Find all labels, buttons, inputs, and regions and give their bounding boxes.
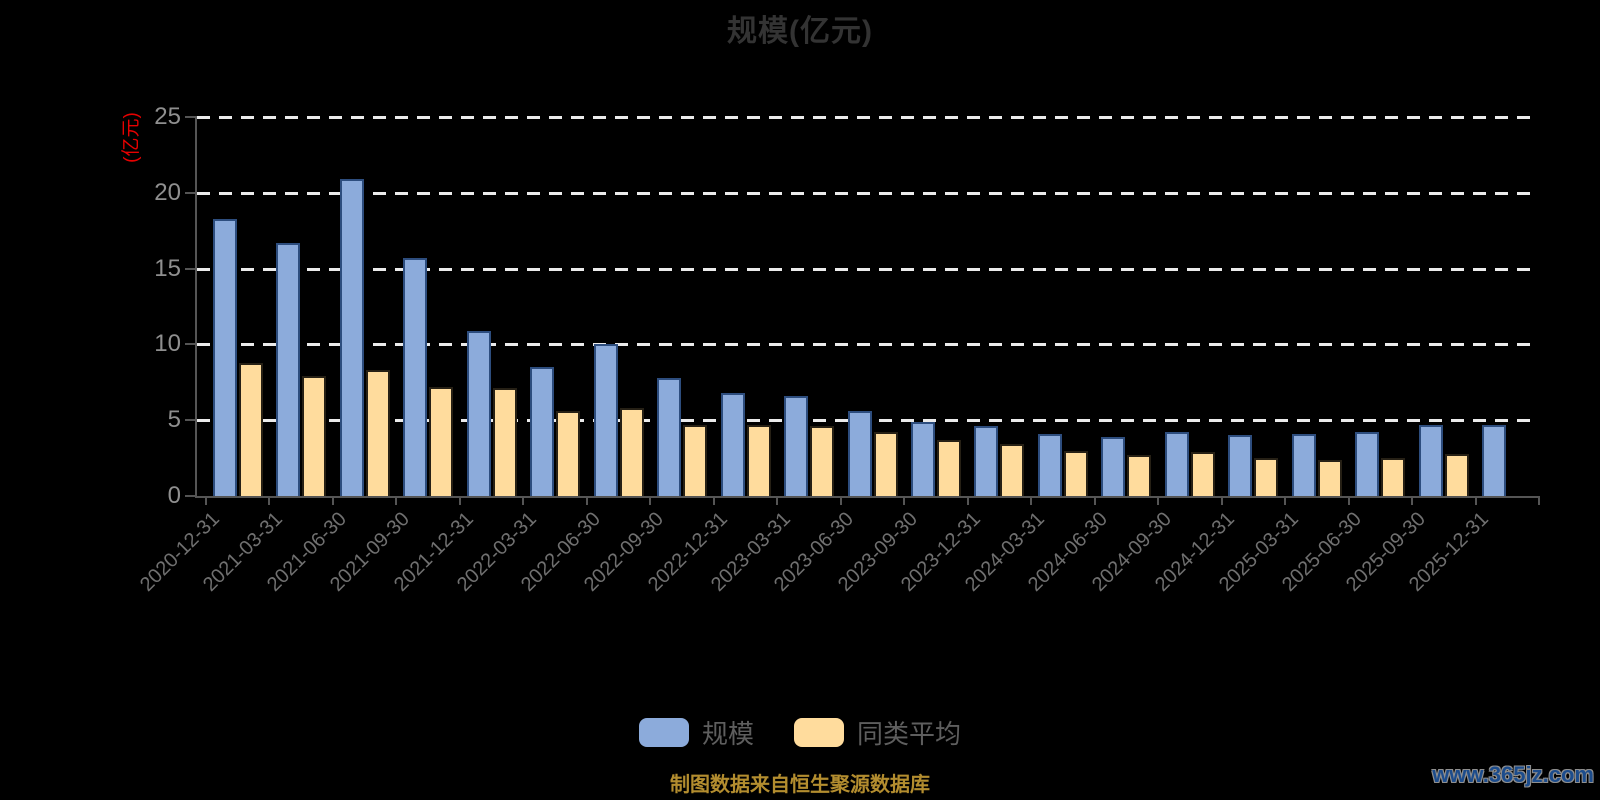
bar-peer-average[interactable]	[873, 432, 898, 496]
bar-scale[interactable]	[1418, 424, 1443, 496]
x-axis-tick	[1284, 496, 1287, 505]
bar-scale[interactable]	[1228, 435, 1253, 496]
bar-scale[interactable]	[593, 344, 618, 496]
legend: 规模 同类平均	[0, 714, 1600, 751]
bar-scale[interactable]	[466, 330, 491, 496]
bar-peer-average[interactable]	[1063, 450, 1088, 496]
x-axis-tick	[1157, 496, 1160, 505]
x-axis-tick	[1093, 496, 1096, 505]
bar-scale[interactable]	[339, 179, 364, 496]
x-axis-tick	[1347, 496, 1350, 505]
y-tick-label: 15	[154, 254, 181, 282]
data-source-note: 制图数据来自恒生聚源数据库	[670, 774, 930, 796]
legend-label: 规模	[701, 719, 754, 749]
x-axis-tick	[458, 496, 461, 505]
y-axis-tick	[185, 267, 197, 270]
x-axis-tick	[776, 496, 779, 505]
legend-label: 同类平均	[857, 719, 962, 749]
bar-scale[interactable]	[657, 377, 682, 496]
gridline	[197, 191, 1539, 195]
plot-area: 0 5 10 15 20 25 2020-12-31 2021-03-31 2021-06-30…	[136, 103, 1540, 596]
bar-peer-average[interactable]	[1444, 453, 1469, 496]
x-axis-tick	[268, 496, 271, 505]
y-tick-label: 25	[154, 103, 181, 130]
bar-scale[interactable]	[720, 392, 745, 496]
bar-peer-average[interactable]	[1254, 458, 1279, 496]
gridline	[197, 116, 1539, 119]
bar-peer-average[interactable]	[619, 408, 644, 496]
legend-item-peer-average[interactable]: 同类平均	[794, 714, 961, 751]
bar-scale[interactable]	[1037, 433, 1062, 496]
x-axis-tick	[649, 496, 652, 505]
bar-peer-average[interactable]	[556, 411, 581, 496]
bar-scale[interactable]	[974, 426, 999, 496]
bar-scale[interactable]	[403, 258, 428, 496]
y-axis-tick	[185, 495, 197, 497]
x-axis-tick	[839, 496, 842, 505]
x-axis-tick	[331, 496, 334, 505]
x-axis-tick	[1411, 496, 1414, 505]
bar-scale[interactable]	[1101, 436, 1126, 496]
x-axis-tick	[903, 496, 906, 505]
bar-scale[interactable]	[1291, 433, 1316, 496]
x-axis-tick	[1538, 496, 1540, 505]
bar-peer-average[interactable]	[365, 370, 390, 496]
y-axis-tick	[185, 116, 197, 118]
bar-peer-average[interactable]	[936, 439, 961, 496]
bar-peer-average[interactable]	[1127, 455, 1152, 496]
y-axis-tick	[185, 191, 197, 194]
watermark: www.365jz.com	[1432, 762, 1594, 787]
bar-scale[interactable]	[1355, 432, 1380, 496]
bar-scale[interactable]	[910, 421, 935, 496]
x-axis-tick	[966, 496, 969, 505]
bar-scale[interactable]	[1482, 424, 1507, 496]
x-axis-tick	[1030, 496, 1033, 505]
legend-swatch	[638, 718, 689, 747]
y-axis-tick	[185, 419, 197, 422]
bar-peer-average[interactable]	[683, 424, 708, 496]
x-axis-tick	[585, 496, 588, 505]
bar-peer-average[interactable]	[429, 386, 454, 496]
y-tick-label: 5	[167, 406, 181, 434]
x-axis-tick	[712, 496, 715, 505]
bar-scale[interactable]	[1164, 432, 1189, 496]
bar-scale[interactable]	[847, 411, 872, 496]
y-tick-label: 0	[167, 482, 181, 509]
bar-peer-average[interactable]	[238, 362, 263, 496]
legend-item-scale[interactable]: 规模	[638, 714, 754, 751]
y-tick-label: 10	[154, 330, 181, 358]
gridline	[197, 267, 1539, 271]
bar-peer-average[interactable]	[810, 426, 835, 496]
bar-peer-average[interactable]	[746, 424, 771, 496]
bar-peer-average[interactable]	[1190, 452, 1215, 496]
bar-scale[interactable]	[276, 242, 301, 496]
bar-scale[interactable]	[530, 367, 555, 496]
gridline	[197, 343, 1539, 347]
bar-scale[interactable]	[212, 218, 237, 496]
y-axis-tick	[185, 343, 197, 346]
legend-swatch	[794, 718, 844, 747]
chart-title: 规模(亿元)	[727, 15, 873, 48]
bar-peer-average[interactable]	[492, 388, 517, 496]
bar-peer-average[interactable]	[1381, 458, 1406, 496]
x-axis-tick	[522, 496, 525, 505]
x-axis-tick	[395, 496, 398, 505]
x-axis-tick	[1220, 496, 1223, 505]
bar-peer-average[interactable]	[1000, 444, 1025, 496]
bar-peer-average[interactable]	[1317, 459, 1342, 496]
y-tick-label: 20	[154, 178, 181, 206]
x-axis-tick	[205, 496, 207, 505]
bar-peer-average[interactable]	[302, 376, 327, 496]
x-axis-tick	[1474, 496, 1477, 505]
bar-scale[interactable]	[784, 395, 809, 496]
